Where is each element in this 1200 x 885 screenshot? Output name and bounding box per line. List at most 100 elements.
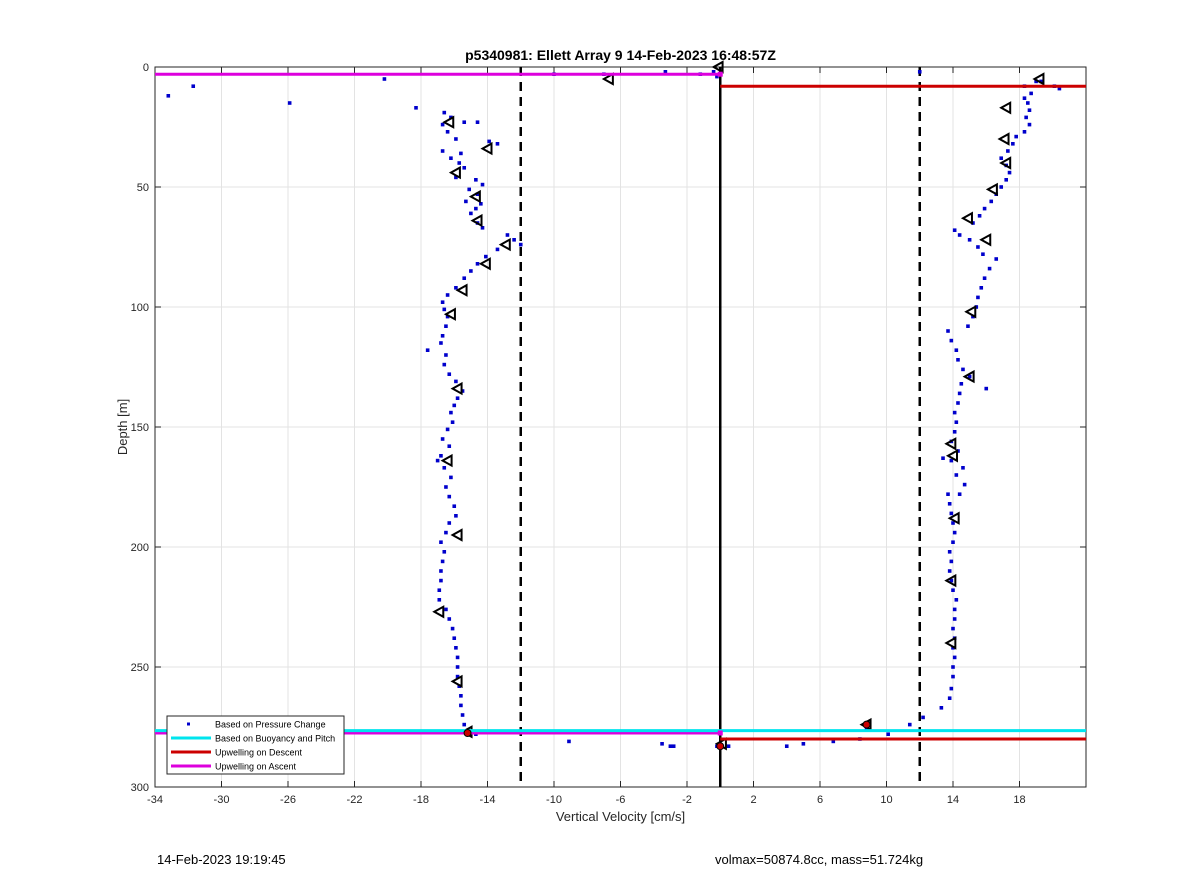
- pressure-point: [459, 703, 463, 708]
- pressure-point: [440, 300, 445, 304]
- pressure-point: [1029, 91, 1033, 96]
- pressure-point: [952, 607, 957, 612]
- pressure-point: [952, 617, 957, 621]
- y-tick-label: 0: [143, 62, 149, 74]
- pressure-point: [459, 694, 463, 698]
- pressure-point: [439, 341, 443, 345]
- pressure-point: [1027, 122, 1032, 127]
- pressure-point: [518, 242, 523, 247]
- triangle-marker: [944, 437, 957, 451]
- pressure-point: [967, 374, 972, 379]
- turn-marker: [862, 720, 871, 729]
- pressure-point: [439, 540, 443, 544]
- pressure-point: [445, 130, 450, 134]
- pressure-point: [941, 456, 945, 460]
- pressure-point: [475, 192, 480, 196]
- pressure-point: [435, 458, 440, 463]
- pressure-point: [455, 674, 460, 679]
- triangle-marker: [478, 257, 491, 271]
- pressure-point: [442, 466, 447, 470]
- pressure-point: [287, 101, 292, 105]
- triangle-marker: [450, 674, 463, 689]
- pressure-point: [956, 401, 960, 405]
- pressure-point: [454, 175, 458, 180]
- pressure-point: [984, 386, 989, 391]
- pressure-point: [952, 430, 957, 434]
- triangle-marker: [480, 141, 493, 156]
- pressure-point: [425, 348, 430, 352]
- triangle-marker: [999, 156, 1012, 170]
- pressure-point: [967, 238, 972, 242]
- pressure-point: [449, 410, 453, 415]
- pressure-point: [726, 744, 731, 748]
- pressure-point: [1039, 79, 1043, 84]
- bottom-marker: [717, 730, 723, 736]
- pressure-point: [460, 713, 465, 717]
- pressure-point: [1014, 134, 1018, 139]
- pressure-point: [951, 540, 955, 544]
- pressure-point: [495, 142, 500, 146]
- pressure-point: [479, 202, 483, 206]
- pressure-point: [447, 372, 452, 376]
- legend: Based on Pressure Change Based on Buoyanc…: [166, 715, 345, 775]
- triangle-marker: [1032, 72, 1045, 86]
- pressure-point: [474, 178, 478, 182]
- pressure-point: [947, 502, 952, 506]
- turn-marker: [716, 742, 725, 751]
- pressure-point: [440, 149, 445, 153]
- pressure-point: [1024, 115, 1028, 120]
- pressure-point: [982, 206, 987, 211]
- triangle-marker: [985, 182, 998, 197]
- pressure-point: [414, 106, 418, 110]
- pressure-point: [1034, 79, 1038, 84]
- pressure-point: [444, 353, 448, 357]
- x-tick-label: -6: [616, 794, 626, 806]
- triangle-marker: [601, 72, 614, 86]
- pressure-point: [939, 706, 944, 710]
- pressure-point: [961, 367, 965, 372]
- pressure-point: [949, 578, 954, 583]
- pressure-point: [949, 458, 954, 463]
- pressure-point: [444, 324, 448, 328]
- triangle-marker: [979, 233, 992, 247]
- pressure-point: [956, 358, 960, 362]
- x-tick-label: -2: [682, 794, 692, 806]
- pressure-point: [454, 286, 458, 290]
- y-tick-label: 200: [131, 542, 149, 554]
- pressure-point: [947, 550, 952, 554]
- x-tick-label: -30: [214, 794, 230, 806]
- triangle-marker: [450, 528, 463, 542]
- x-tick-label: -10: [546, 794, 562, 806]
- triangle-marker: [947, 511, 960, 525]
- x-axis-label: Vertical Velocity [cm/s]: [556, 809, 685, 824]
- pressure-point: [1026, 101, 1030, 105]
- pressure-point: [951, 674, 955, 679]
- pressure-point: [1004, 178, 1008, 182]
- pressure-point: [449, 475, 453, 480]
- x-tick-label: -26: [280, 794, 296, 806]
- x-tick-label: 6: [817, 794, 823, 806]
- pressure-point: [949, 511, 954, 516]
- pressure-point: [961, 466, 965, 470]
- pressure-point: [962, 482, 967, 487]
- pressure-point: [462, 722, 467, 727]
- pressure-point: [951, 521, 955, 525]
- pressure-point: [455, 655, 460, 660]
- pressure-point: [921, 715, 925, 720]
- triangle-marker: [944, 573, 957, 588]
- pressure-point: [957, 233, 962, 237]
- footer-float-params: volmax=50874.8cc, mass=51.724kg: [715, 852, 924, 867]
- pressure-point: [469, 269, 473, 273]
- legend-swatch-dot: [187, 722, 190, 726]
- x-tick-label: 2: [750, 794, 756, 806]
- x-tick-label: -22: [347, 794, 363, 806]
- footer-timestamp: 14-Feb-2023 19:19:45: [157, 852, 286, 867]
- pressure-point: [976, 245, 980, 249]
- y-tick-label: 150: [131, 422, 149, 434]
- pressure-point: [952, 655, 957, 660]
- pressure-point: [946, 492, 950, 496]
- pressure-point: [954, 348, 959, 352]
- triangle-marker: [443, 307, 456, 321]
- pressure-point: [454, 379, 458, 384]
